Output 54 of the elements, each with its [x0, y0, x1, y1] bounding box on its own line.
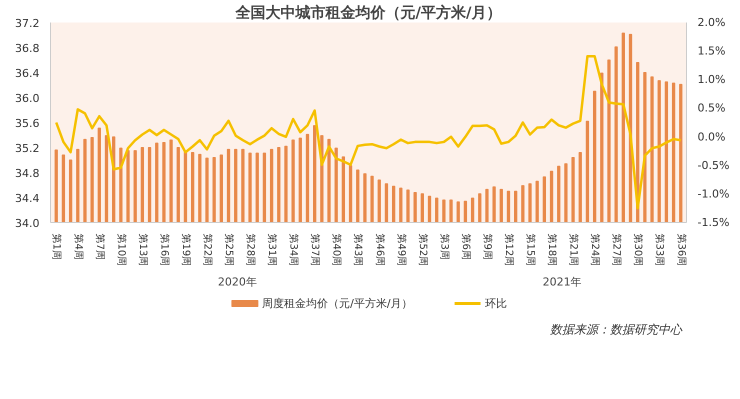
x-tick-label: 第7周	[94, 234, 106, 260]
x-tick-label: 第12周	[502, 234, 515, 266]
x-tick-label: 第18周	[546, 234, 558, 266]
y-tick-label: 36.4	[15, 67, 40, 80]
x-tick-label: 第15周	[524, 234, 537, 266]
y-tick-label: 35.2	[15, 142, 40, 155]
x-tick-label: 第34周	[288, 234, 300, 266]
x-tick-label: 第3周	[438, 234, 450, 260]
x-tick-label: 第36周	[675, 234, 688, 266]
x-tick-label: 第52周	[416, 234, 429, 266]
y-tick-label: 34.8	[15, 167, 40, 180]
x-tick-label: 第43周	[352, 234, 364, 266]
y-tick-label: 36.8	[15, 42, 40, 55]
x-tick-label: 第28周	[244, 234, 257, 266]
x-tick-label: 第31周	[266, 234, 278, 266]
x-tick-label: 第9周	[481, 234, 494, 260]
x-tick-label: 第10周	[115, 234, 128, 266]
y-tick-label: 34.4	[15, 192, 40, 205]
text: 2020年	[218, 276, 257, 288]
x-tick-label: 第40周	[330, 234, 343, 266]
y-tick-label: 35.6	[15, 117, 40, 130]
x-tick-label: 第37周	[309, 234, 322, 266]
y2-tick-label: 2.0%	[698, 16, 726, 29]
y2-tick-label: 0.0%	[698, 130, 726, 144]
x-tick-label: 第19周	[180, 234, 192, 266]
legend-label: 环比	[484, 297, 507, 310]
y-tick-label: 36.0	[15, 92, 40, 105]
x-tick-label: 第46周	[374, 234, 386, 266]
x-tick-label: 第6周	[460, 234, 472, 260]
x-tick-label: 第30周	[632, 234, 644, 266]
x-tick-label: 第27周	[610, 234, 623, 266]
x-tick-label: 第49周	[395, 234, 408, 266]
x-tick-label: 第4周	[72, 234, 84, 260]
source-note: 数据来源：数据研究中心	[550, 322, 683, 336]
y2-tick-label: -0.5%	[698, 158, 730, 172]
legend-label: 周度租金均价（元/平方米/月）	[262, 297, 413, 310]
y2-tick-label: 1.5%	[698, 44, 726, 58]
x-tick-label: 第33周	[654, 234, 666, 266]
y2-tick-label: -1.0%	[698, 187, 730, 200]
x-tick-label: 第25周	[223, 234, 236, 266]
x-tick-label: 第22周	[201, 234, 214, 266]
y2-tick-label: -1.5%	[698, 216, 730, 229]
x-tick-label: 第1周	[50, 234, 63, 260]
y-tick-label: 34.0	[15, 217, 40, 230]
y2-tick-label: 1.0%	[698, 73, 726, 86]
x-tick-label: 第21周	[568, 234, 580, 266]
x-tick-label: 第24周	[589, 234, 602, 266]
line-series	[54, 54, 682, 210]
chart-title: 全国大中城市租金均价（元/平方米/月）	[234, 4, 502, 22]
y2-tick-label: 0.5%	[698, 102, 726, 115]
y-tick-label: 37.2	[15, 17, 40, 30]
x-tick-label: 第16周	[158, 234, 170, 266]
text: 2021年	[542, 276, 582, 288]
x-tick-label: 第13周	[136, 234, 149, 266]
